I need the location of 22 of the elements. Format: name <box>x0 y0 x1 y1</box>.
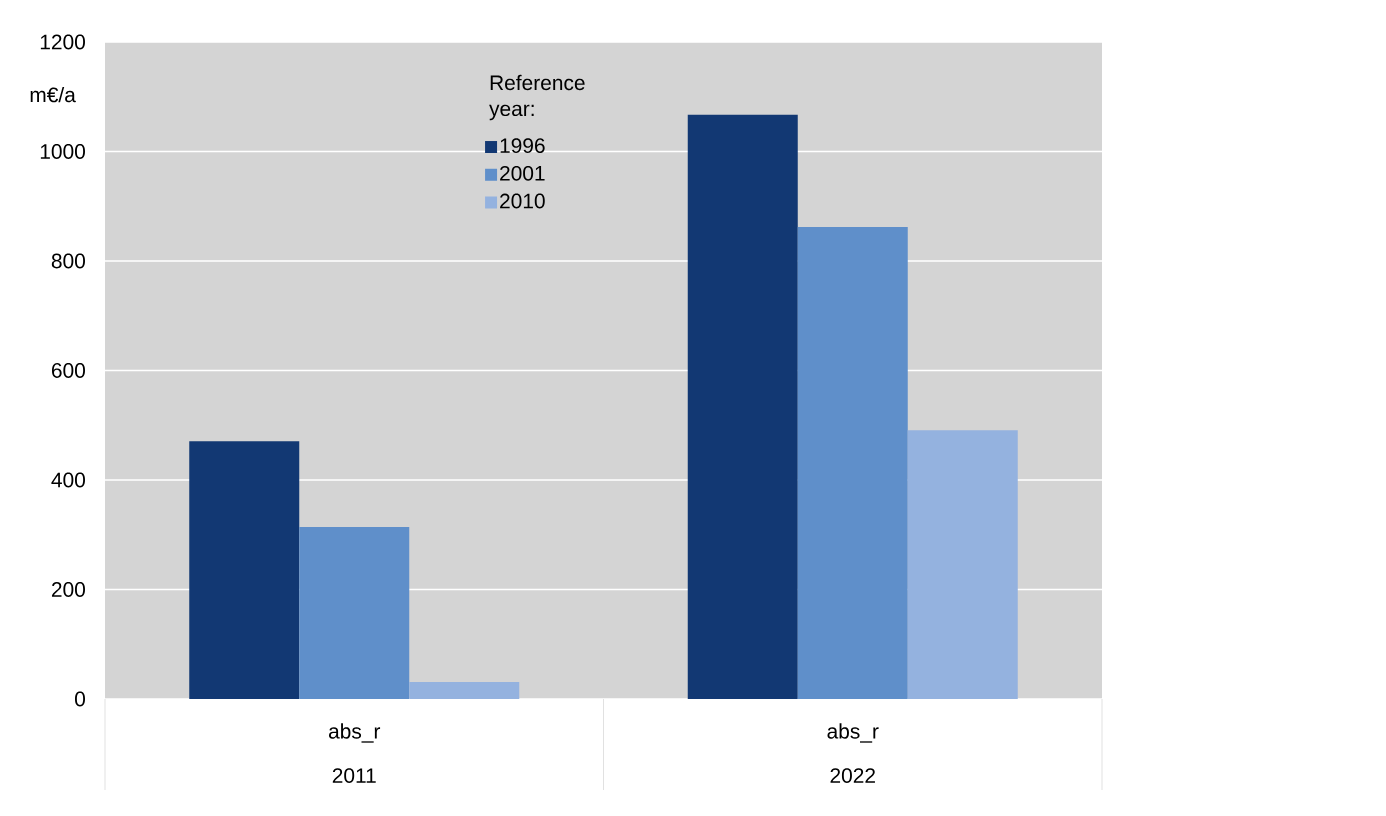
bar <box>797 227 908 699</box>
y-axis-title: m€/a <box>30 86 76 103</box>
y-tick-label: 1000 <box>40 144 85 159</box>
bar <box>189 441 300 699</box>
bar <box>299 527 410 699</box>
legend-title: Reference year: <box>489 74 585 121</box>
bar <box>409 682 520 699</box>
legend-label: 2010 <box>500 193 545 209</box>
y-tick-label: 800 <box>51 253 85 269</box>
bar <box>687 114 798 699</box>
text: abs_r <box>328 723 381 743</box>
y-tick-label: 1200 <box>40 34 85 50</box>
y-tick-label: 400 <box>51 472 85 488</box>
text: abs_r <box>827 723 879 743</box>
legend-label: 2001 <box>500 165 545 181</box>
y-tick-label: 0 <box>75 691 85 707</box>
x-tick-label: 2011 <box>332 768 376 783</box>
y-tick-label: 600 <box>51 363 85 378</box>
bar <box>907 430 1018 699</box>
y-tick-label: 200 <box>51 582 85 597</box>
x-tick-label: 2022 <box>830 768 875 783</box>
legend-label: 1996 <box>500 138 545 153</box>
